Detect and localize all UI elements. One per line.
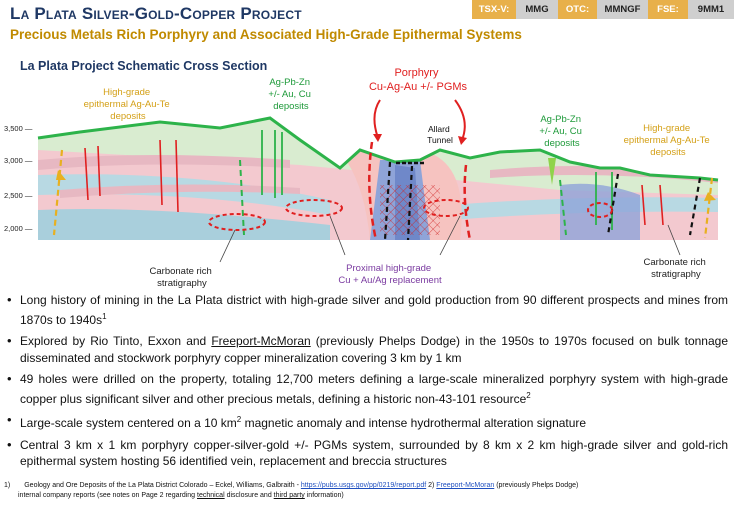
yellow-arrows: [56, 170, 716, 201]
footnote-text: information): [304, 492, 344, 499]
label-line: Ag-Pb-Zn: [540, 114, 581, 125]
ticker-bar: TSX-V: MMG OTC: MMNGF FSE: 9MM1: [472, 0, 734, 19]
bullet-text: 49 holes were drilled on the property, t…: [20, 372, 728, 406]
bullet-history: Long history of mining in the La Plata d…: [6, 292, 728, 328]
elevation-2500: 2,500 —: [4, 191, 33, 200]
label-line: High-grade: [643, 123, 690, 134]
label-line: Cu + Au/Ag replacement: [338, 275, 442, 286]
usgs-report-link[interactable]: https://pubs.usgs.gov/pp/0219/report.pdf: [300, 482, 427, 489]
label-line: Ag-Pb-Zn: [269, 77, 310, 88]
label-line: Proximal high-grade: [346, 263, 431, 274]
bullet-text: Explored by Rio Tinto, Exxon and: [20, 334, 212, 348]
ticker-value-fse: 9MM1: [688, 0, 734, 19]
bullet-drilling: 49 holes were drilled on the property, t…: [6, 371, 728, 407]
cross-section-title: La Plata Project Schematic Cross Section: [20, 59, 268, 73]
red-veins: [84, 139, 664, 226]
bullet-text: (previously Phelps Dodge) in the 1950s t…: [20, 334, 728, 365]
bullet-text: Long history of mining in the La Plata d…: [20, 293, 728, 327]
elevation-2000: 2,000 —: [4, 224, 33, 233]
footnote-text: internal company reports (see notes on P…: [18, 492, 197, 499]
technical-link[interactable]: technical: [197, 492, 225, 499]
porphyry-arrows: [373, 99, 466, 141]
porphyry-arrowheads: [373, 134, 467, 145]
green-dashed-veins: [239, 159, 567, 236]
ticker-value-otc: MMNGF: [597, 0, 648, 19]
label-line: Carbonate rich: [150, 266, 212, 277]
label-agpbzn-left: Ag-Pb-Zn +/- Au, Cu deposits: [268, 77, 313, 112]
footnote-ref: 2: [526, 390, 531, 400]
label-line: deposits: [544, 138, 580, 149]
bullet-text: Large-scale system centered on a 10 km: [20, 416, 237, 430]
page-title: La Plata Silver-Gold-Copper Project: [10, 4, 302, 23]
callout-lines: [219, 215, 681, 263]
ticker-label-tsxv: TSX-V:: [472, 0, 516, 19]
ticker-value-tsxv: MMG: [516, 0, 558, 19]
label-carbonate-left: Carbonate rich stratigraphy: [150, 266, 215, 289]
freeport-link[interactable]: Freeport-McMoran: [211, 334, 311, 348]
footnote: 1) Geology and Ore Deposits of the La Pla…: [4, 481, 718, 501]
label-agpbzn-right: Ag-Pb-Zn +/- Au, Cu deposits: [539, 114, 584, 149]
elevation-axis: 3,500 — 3,000 — 2,500 — 2,000 —: [4, 124, 33, 233]
label-line: stratigraphy: [651, 269, 701, 280]
superscript: 2: [236, 415, 242, 424]
label-line: Cu-Ag-Au +/- PGMs: [369, 81, 468, 93]
label-porphyry: Porphyry Cu-Ag-Au +/- PGMs: [369, 67, 468, 93]
freeport-footnote-link[interactable]: Freeport-McMoran: [436, 482, 495, 489]
porphyry-contacts: [368, 141, 472, 241]
bullet-text: Central 3 km x 1 km porphyry copper-silv…: [20, 437, 728, 469]
footnote-text: Geology and Ore Deposits of the La Plata…: [24, 482, 301, 489]
third-party-link[interactable]: third party: [273, 492, 305, 499]
black-faults: [383, 161, 702, 241]
label-line: epithermal Ag-Au-Te: [624, 135, 710, 146]
label-line: High-grade: [103, 87, 150, 98]
label-line: deposits: [273, 101, 309, 112]
bullet-magnetic: Large-scale system centered on a 10 km2 …: [6, 412, 728, 432]
label-carbonate-right: Carbonate rich stratigraphy: [644, 257, 709, 280]
ticker-label-otc: OTC:: [558, 0, 597, 19]
label-proximal: Proximal high-grade Cu + Au/Ag replaceme…: [338, 263, 442, 286]
green-lens: [548, 158, 556, 185]
footnote-text: 2): [426, 482, 437, 489]
surface-profile: [37, 116, 719, 182]
ticker-label-fse: FSE:: [648, 0, 688, 19]
label-epithermal-left: High-grade epithermal Ag-Au-Te deposits: [84, 87, 173, 122]
footnote-ref: 1: [102, 311, 107, 321]
label-line: +/- Au, Cu: [268, 89, 311, 100]
footnote-number: 1): [4, 482, 11, 489]
label-epithermal-right: High-grade epithermal Ag-Au-Te deposits: [624, 123, 713, 158]
bullet-text: magnetic anomaly and intense hydrotherma…: [241, 416, 587, 430]
footnote-text: disclosure and: [224, 492, 274, 499]
label-line: Tunnel: [427, 135, 453, 145]
label-allard-tunnel: Allard Tunnel: [427, 124, 453, 145]
label-line: stratigraphy: [157, 278, 207, 289]
footnote-text: (previously Phelps Dodge): [494, 482, 579, 489]
bullet-system: Central 3 km x 1 km porphyry copper-silv…: [6, 437, 728, 470]
label-line: +/- Au, Cu: [539, 126, 582, 137]
label-line: epithermal Ag-Au-Te: [84, 99, 170, 110]
label-line: Porphyry: [394, 67, 439, 79]
elevation-3500: 3,500 —: [4, 124, 33, 133]
label-line: Carbonate rich: [644, 257, 706, 268]
label-line: Allard: [428, 124, 450, 134]
green-veins: [261, 130, 613, 230]
label-line: deposits: [110, 111, 146, 122]
bullet-explored: Explored by Rio Tinto, Exxon and Freepor…: [6, 333, 728, 366]
label-line: deposits: [650, 147, 686, 158]
bullet-list: Long history of mining in the La Plata d…: [6, 292, 728, 475]
replacement-zones: [208, 199, 613, 231]
yellow-faults: [52, 149, 714, 239]
page-subtitle: Precious Metals Rich Porphyry and Associ…: [10, 27, 522, 42]
cross-section-diagram: 3,500 — 3,000 — 2,500 — 2,000 —: [4, 67, 719, 289]
geology-body: [38, 118, 718, 240]
elevation-3000: 3,000 —: [4, 156, 33, 165]
